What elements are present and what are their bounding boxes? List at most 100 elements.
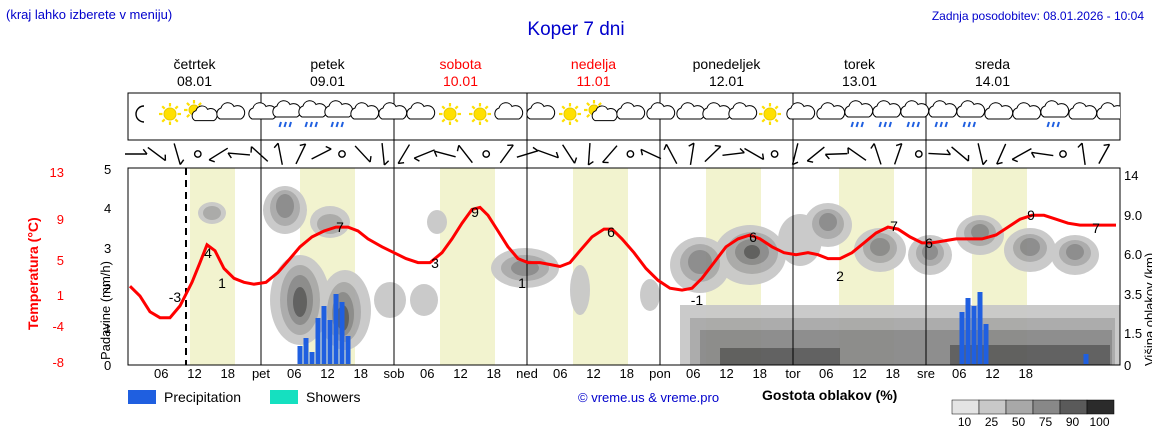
weather-icon-snow-cloud [956, 100, 986, 128]
day-header-2: sobota 10.01 [439, 56, 482, 89]
wind-barb [663, 143, 678, 165]
weather-icon-moon [135, 105, 145, 123]
wind-barb [914, 150, 923, 158]
temp-label-12: 6 [925, 235, 933, 251]
x-tick-24: 06 [952, 366, 967, 381]
precip-bar-12 [977, 292, 983, 364]
temp-label-8: -1 [691, 292, 704, 308]
precip-bar-13 [983, 324, 989, 364]
precip-bar-11 [971, 306, 977, 364]
precip-bar-6 [333, 294, 339, 364]
wind-barb [516, 146, 539, 158]
cloud-scale-label-1: 25 [984, 415, 999, 429]
weather-icon-sun [159, 103, 181, 125]
x-tick-20: 06 [819, 366, 834, 381]
wind-barb [273, 142, 283, 165]
day-separators [260, 93, 927, 365]
cloudh-tick-5: 14 [1124, 168, 1139, 183]
x-tick-25: 12 [985, 366, 1000, 381]
wind-barb [893, 142, 903, 165]
x-tick-8: 06 [420, 366, 435, 381]
temp-tick-2: 5 [56, 253, 64, 268]
wind-barb [413, 149, 435, 162]
wind-barb [791, 143, 799, 166]
temp-tick-4: -4 [52, 319, 64, 334]
precip-bar-5 [327, 320, 333, 364]
day-header-1: petek 09.01 [309, 56, 346, 89]
wind-barb [977, 143, 988, 166]
x-tick-22: 18 [885, 366, 900, 381]
wind-barb [640, 148, 662, 160]
wind-barb [824, 152, 848, 160]
x-tick-9: 12 [453, 366, 468, 381]
wind-barb [381, 142, 390, 166]
x-tick-26: 18 [1018, 366, 1033, 381]
wind-barb [1059, 150, 1067, 158]
last-updated: Zadnja posodobitev: 08.01.2026 - 10:04 [931, 9, 1144, 23]
credit-link[interactable]: © vreme.us & vreme.pro [578, 390, 720, 405]
wind-barb [311, 145, 332, 160]
weather-icon-sun [759, 103, 781, 125]
wind-barb [1030, 151, 1054, 158]
x-tick-15: pon [649, 366, 671, 381]
cloudh-tick-4: 9.0 [1124, 208, 1143, 223]
precip-bar-2 [309, 352, 315, 364]
precip-tick-4: 4 [104, 201, 112, 216]
cloud-scale-label-2: 50 [1011, 415, 1026, 429]
day-header-5: torek 13.01 [841, 56, 878, 89]
precip-tick-0: 0 [104, 358, 112, 373]
wind-barb [770, 150, 779, 158]
weather-icon-row [135, 100, 1120, 128]
precip-tick-1: 1 [104, 321, 112, 336]
day-header-0: četrtek 08.01 [173, 56, 216, 89]
location-menu-note: (kraj lahko izberete v meniju) [6, 7, 173, 22]
temp-tick-5: -8 [52, 355, 64, 370]
wind-barb [602, 145, 618, 164]
wind-barb [338, 150, 346, 158]
wind-barb [173, 143, 185, 165]
weather-icon-rain-cloud [900, 100, 930, 128]
x-tick-19: tor [785, 366, 801, 381]
temp-label-0: -3 [169, 289, 182, 305]
day-header-4: ponedeljek 12.01 [692, 56, 761, 89]
wind-barb [928, 149, 951, 156]
showers-legend-label: Showers [306, 389, 361, 405]
cloudh-tick-0: 0 [1124, 358, 1132, 373]
x-tick-10: 18 [486, 366, 501, 381]
weather-icon-sun [469, 103, 491, 125]
temp-label-13: 9 [1027, 207, 1035, 223]
day-header-3: nedelja 11.01 [570, 56, 617, 89]
wind-barb [208, 147, 229, 163]
temp-tick-3: 1 [56, 288, 64, 303]
wind-barb [433, 150, 456, 158]
precip-bar-14 [1083, 354, 1089, 364]
weather-icon-cloud [406, 102, 436, 120]
wind-barb [295, 143, 307, 165]
weather-icon-cloud [728, 102, 758, 120]
precip-bar-4 [321, 306, 327, 364]
x-tick-14: 18 [619, 366, 634, 381]
wind-barb-row [125, 142, 1111, 166]
wind-barb [626, 150, 635, 158]
temp-label-11: 7 [890, 218, 898, 234]
x-tick-5: 12 [320, 366, 335, 381]
x-tick-17: 12 [719, 366, 734, 381]
wind-barb [847, 147, 867, 161]
precipitation-legend-label: Precipitation [164, 389, 242, 405]
wind-barb [1077, 142, 1086, 165]
wind-barb [996, 143, 1007, 165]
x-tick-2: 18 [220, 366, 235, 381]
wind-barb [397, 144, 411, 165]
weather-icon-cloud [1096, 102, 1120, 120]
precip-tick-5: 5 [104, 162, 112, 177]
weather-icon-sun [559, 103, 581, 125]
wind-barb [537, 149, 560, 159]
showers-legend-swatch [270, 390, 298, 404]
wind-barb [688, 142, 695, 165]
wind-barb [125, 148, 148, 155]
cloud-scale-label-3: 75 [1038, 415, 1053, 429]
weather-icon-cloud [616, 102, 646, 120]
precip-tick-3: 3 [104, 241, 112, 256]
precip-bar-8 [345, 336, 351, 364]
